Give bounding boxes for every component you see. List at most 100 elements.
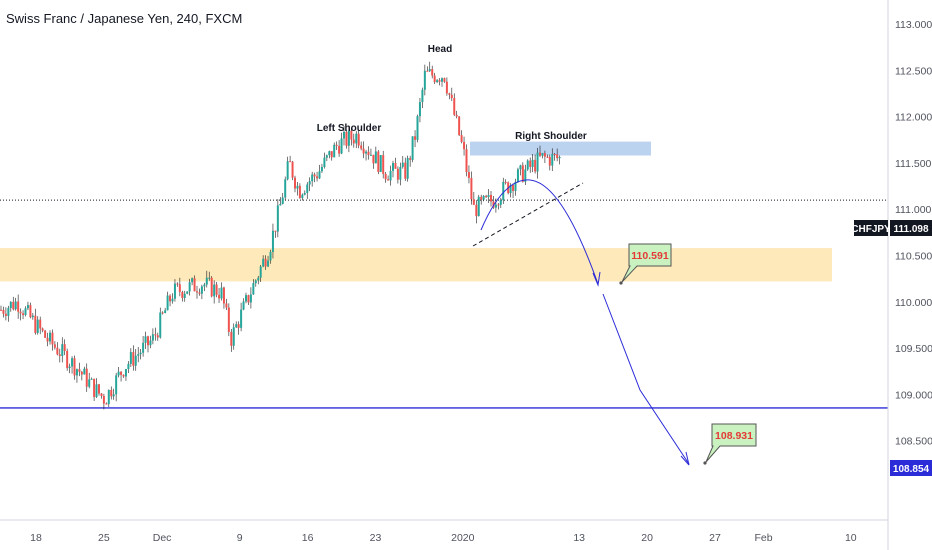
- candle-down: [230, 331, 233, 346]
- candle-up: [516, 169, 519, 182]
- candle-down: [470, 178, 473, 200]
- candle-up: [7, 308, 10, 316]
- candle-up: [200, 286, 203, 294]
- candle-up: [112, 394, 115, 397]
- target-callout-2[interactable]: 108.931: [703, 423, 757, 465]
- candle-down: [247, 295, 250, 303]
- candle-up: [186, 291, 189, 294]
- candle-down: [338, 145, 341, 154]
- candle-down: [176, 283, 179, 285]
- resistance-zone: [470, 141, 651, 156]
- candle-up: [259, 266, 262, 278]
- candle-up: [536, 152, 539, 172]
- price-axis[interactable]: 113.000 112.500 112.000 111.500 111.000 110.5…: [895, 19, 932, 448]
- candle-up: [401, 162, 404, 167]
- candle-down: [181, 291, 184, 298]
- target-point-1: [619, 281, 623, 285]
- support-price-label: 108.854: [893, 464, 930, 475]
- time-tick-label: 2020: [451, 532, 475, 544]
- candle-up: [68, 366, 71, 369]
- candle-down: [22, 313, 25, 316]
- candle-down: [453, 98, 456, 115]
- candle-up: [235, 324, 238, 328]
- time-axis[interactable]: 18 25 Dec 9 16 23 2020 13 20 27 Feb 10: [30, 532, 857, 544]
- candle-down: [274, 230, 277, 232]
- candle-up: [436, 80, 439, 83]
- candle-down: [17, 301, 20, 312]
- candle-down: [463, 141, 466, 150]
- candle-down: [409, 158, 412, 160]
- candle-up: [267, 260, 270, 267]
- symbol-price-tag: CHFJPY 111.098: [851, 220, 932, 236]
- candle-up: [519, 165, 522, 170]
- candle-down: [497, 204, 500, 206]
- projection-line: [602, 293, 690, 465]
- candle-up: [107, 389, 110, 405]
- candle-up: [220, 287, 223, 299]
- candle-up: [191, 278, 194, 283]
- time-tick-label: 25: [98, 532, 110, 544]
- candle-down: [350, 130, 353, 140]
- candle-up: [296, 185, 299, 189]
- candle-up: [311, 174, 314, 182]
- candle-down: [222, 287, 225, 304]
- candle-up: [482, 195, 485, 200]
- time-tick-label: 20: [641, 532, 653, 544]
- candle-up: [355, 133, 358, 144]
- candle-up: [494, 204, 497, 208]
- candle-down: [41, 328, 44, 331]
- candle-down: [539, 152, 541, 156]
- candle-down: [289, 161, 292, 163]
- candle-up: [124, 369, 127, 377]
- candle-down: [225, 303, 228, 308]
- candle-down: [147, 336, 149, 346]
- candle-up: [183, 293, 186, 298]
- price-tick-label: 113.000: [895, 19, 932, 31]
- candle-down: [53, 344, 56, 348]
- time-tick-label: 27: [709, 532, 721, 544]
- candle-up: [75, 369, 78, 376]
- current-price-tag: 111.098: [893, 224, 928, 235]
- candle-up: [257, 277, 260, 281]
- candle-up: [541, 153, 544, 156]
- candle-down: [122, 374, 125, 377]
- candle-up: [36, 319, 39, 333]
- price-tick-label: 109.500: [895, 343, 932, 355]
- candle-down: [394, 163, 397, 169]
- candle-down: [556, 154, 559, 159]
- candle-up: [308, 181, 311, 185]
- target-callout-1[interactable]: 110.591: [619, 243, 672, 285]
- candle-down: [46, 337, 49, 342]
- candle-up: [240, 309, 243, 328]
- candle-down: [100, 393, 103, 396]
- candle-up: [524, 169, 527, 182]
- candle-up: [423, 70, 426, 90]
- candle-up: [90, 378, 93, 380]
- candle-up: [14, 301, 17, 310]
- candle-down: [316, 176, 319, 179]
- candle-up: [281, 197, 284, 204]
- candle-down: [414, 136, 417, 140]
- price-tick-label: 110.500: [895, 251, 932, 263]
- candle-down: [543, 153, 546, 157]
- candle-down: [78, 369, 81, 372]
- price-tick-label: 108.500: [895, 436, 932, 448]
- candle-up: [347, 130, 350, 146]
- candle-down: [237, 324, 240, 328]
- time-tick-label: Dec: [153, 532, 172, 544]
- candle-down: [450, 94, 453, 99]
- candle-down: [387, 179, 390, 181]
- candle-up: [320, 167, 323, 172]
- candle-up: [144, 336, 147, 343]
- candle-down: [291, 161, 294, 178]
- candle-down: [455, 114, 458, 117]
- candle-down: [154, 334, 157, 336]
- candle-down: [39, 319, 42, 329]
- candle-down: [485, 195, 488, 198]
- candle-down: [396, 168, 399, 180]
- candle-down: [215, 284, 218, 295]
- candle-up: [208, 277, 211, 279]
- candle-up: [526, 160, 529, 170]
- candle-up: [95, 384, 98, 397]
